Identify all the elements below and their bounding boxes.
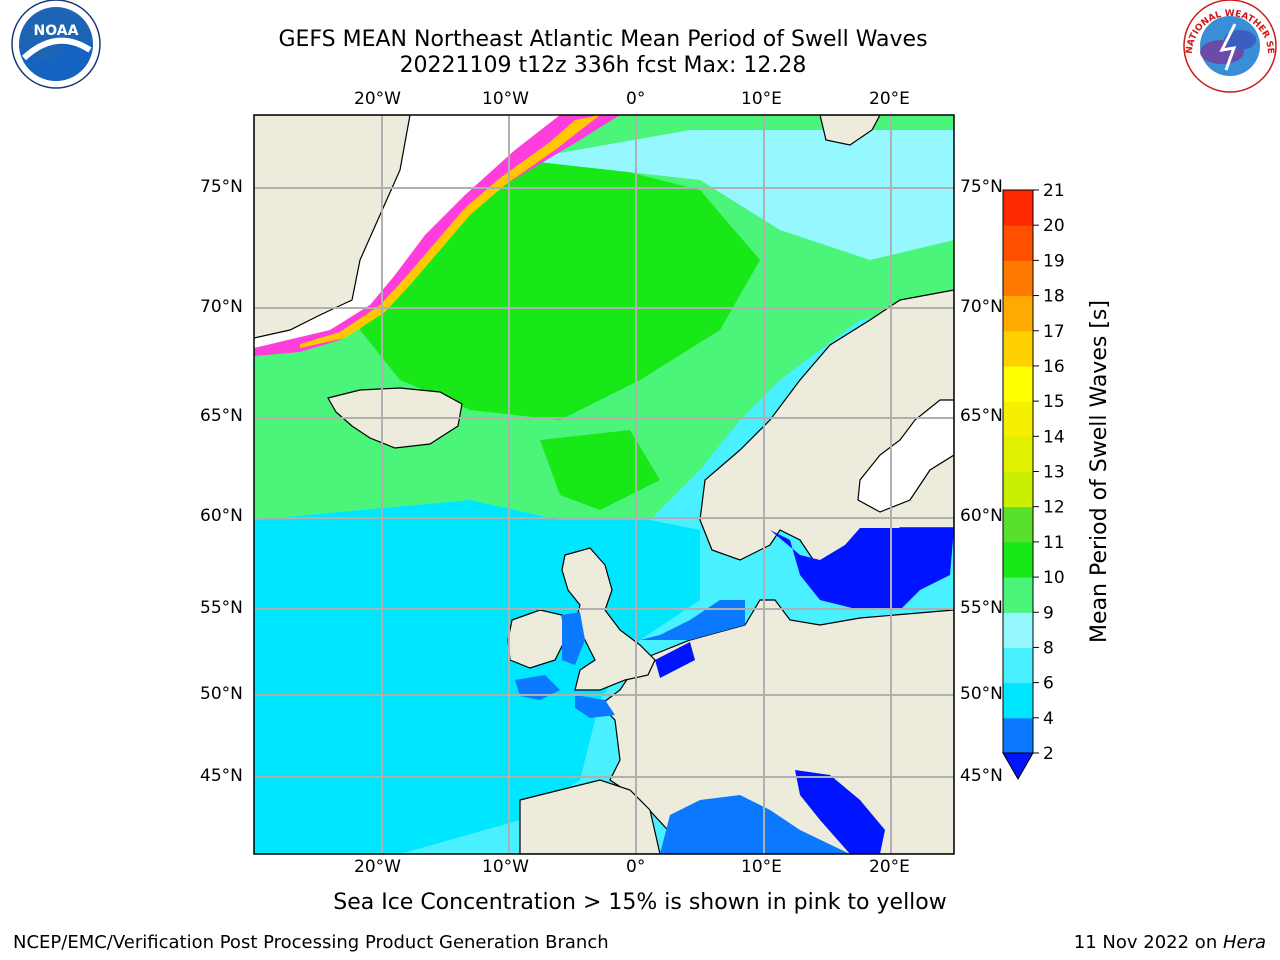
nws-logo-text: NATIONAL WEATHER SERVICE — [0, 0, 1275, 54]
lat-label-left: 70°N — [200, 297, 243, 317]
colorbar-tick-label: 9 — [1043, 603, 1054, 623]
colorbar-tick-label: 4 — [1043, 709, 1054, 729]
colorbar-tick-label: 18 — [1043, 287, 1065, 307]
lat-label-right: 55°N — [960, 598, 1003, 618]
colorbar-segment — [1003, 612, 1033, 648]
lon-label-top: 20°E — [869, 89, 910, 109]
colorbar-tick-label: 14 — [1043, 427, 1065, 447]
colorbar-tick-label: 2 — [1043, 744, 1054, 764]
colorbar-tick-label: 16 — [1043, 357, 1065, 377]
footer-credit: NCEP/EMC/Verification Post Processing Pr… — [13, 932, 609, 953]
lat-label-left: 75°N — [200, 177, 243, 197]
lat-label-right: 60°N — [960, 506, 1003, 526]
colorbar-tick-label: 15 — [1043, 392, 1065, 412]
sea-ice-note: Sea Ice Concentration > 15% is shown in … — [333, 890, 947, 915]
lon-label-top: 20°W — [354, 89, 401, 109]
colorbar-label: Mean Period of Swell Waves [s] — [1087, 300, 1112, 643]
lon-label-top: 10°W — [482, 89, 529, 109]
graticule — [254, 115, 954, 854]
colorbar-tick-label: 8 — [1043, 638, 1054, 658]
sea-ice-edge-pink — [254, 115, 620, 356]
colorbar-segment — [1003, 682, 1033, 719]
colorbar-segment — [1003, 260, 1033, 297]
footer-date: 11 Nov 2022 on Hera — [1074, 932, 1266, 953]
colorbar-tick-label: 11 — [1043, 533, 1065, 553]
colorbar-under-triangle — [1002, 752, 1034, 781]
adriatic-sea — [795, 770, 885, 854]
nws-logo: NATIONAL WEATHER SERVICE — [0, 0, 1277, 93]
colorbar-tick-label: 21 — [1043, 181, 1065, 201]
lat-label-right: 75°N — [960, 177, 1003, 197]
colorbar-segment — [1003, 436, 1033, 472]
colorbar-segment — [1003, 225, 1033, 261]
colorbar-segment — [1003, 541, 1033, 578]
colorbar-segment — [1003, 190, 1033, 226]
continental-europe-land — [599, 599, 954, 854]
lat-label-left: 65°N — [200, 406, 243, 426]
colorbar-tick-label: 20 — [1043, 216, 1065, 236]
colorbar-tick-label: 13 — [1043, 463, 1065, 483]
colorbar-tick-label: 6 — [1043, 674, 1054, 694]
colorbar-segment — [1003, 401, 1033, 437]
colorbar-segment — [1003, 330, 1033, 367]
lat-label-right: 45°N — [960, 766, 1003, 786]
gulf-of-bothnia — [857, 399, 954, 513]
colorbar-segment — [1003, 471, 1033, 508]
mediterranean-sea — [660, 795, 850, 854]
lat-label-left: 45°N — [200, 766, 243, 786]
lon-label-bottom: 10°W — [482, 857, 529, 877]
colorbar-segment — [1003, 295, 1033, 332]
lon-label-bottom: 10°E — [741, 857, 782, 877]
lat-label-right: 50°N — [960, 684, 1003, 704]
colorbar-tick-label: 19 — [1043, 251, 1065, 271]
map-panel — [254, 115, 954, 854]
greenland-land — [254, 115, 411, 339]
colorbar-tick-label: 12 — [1043, 498, 1065, 518]
lat-label-left: 60°N — [200, 506, 243, 526]
map-subtitle: 20221109 t12z 336h fcst Max: 12.28 — [399, 53, 807, 78]
lon-label-top: 0° — [626, 89, 646, 109]
colorbar-segment — [1003, 506, 1033, 543]
baltic-sea — [770, 528, 954, 610]
lon-label-bottom: 20°W — [354, 857, 401, 877]
lat-label-left: 55°N — [200, 598, 243, 618]
noaa-logo: NOAA — [11, 0, 101, 89]
sea-ice-edge-yellow — [300, 115, 600, 348]
lat-label-right: 70°N — [960, 297, 1003, 317]
swell-8-9s-region — [520, 130, 954, 260]
footer-date-text: 11 Nov 2022 on — [1073, 932, 1223, 953]
colorbar-segment — [1003, 577, 1033, 613]
iberia-land — [519, 779, 661, 854]
lon-label-bottom: 20°E — [869, 857, 910, 877]
colorbar-segment — [1003, 647, 1033, 684]
colorbar: 2 4 6 8 9 10 11 12 13 14 15 16 17 18 19 20 21 Mean Period… — [1002, 181, 1112, 781]
map-title: GEFS MEAN Northeast Atlantic Mean Period… — [278, 27, 928, 52]
colorbar-segment — [1003, 717, 1033, 754]
noaa-logo-text: NOAA — [34, 23, 79, 39]
colorbar-tick-label: 10 — [1043, 568, 1065, 588]
footer-host: Hera — [1222, 932, 1266, 953]
map-frame — [253, 114, 955, 855]
lat-label-right: 65°N — [960, 406, 1003, 426]
svalbard-land — [819, 115, 881, 146]
lat-label-left: 50°N — [200, 684, 243, 704]
lon-label-bottom: 0° — [626, 857, 646, 877]
svg-text:NATIONAL WEATHER SERVICE: NATIONAL WEATHER SERVICE — [0, 0, 1275, 54]
colorbar-segment — [1003, 365, 1033, 402]
lon-label-top: 10°E — [741, 89, 782, 109]
colorbar-tick-label: 17 — [1043, 322, 1065, 342]
